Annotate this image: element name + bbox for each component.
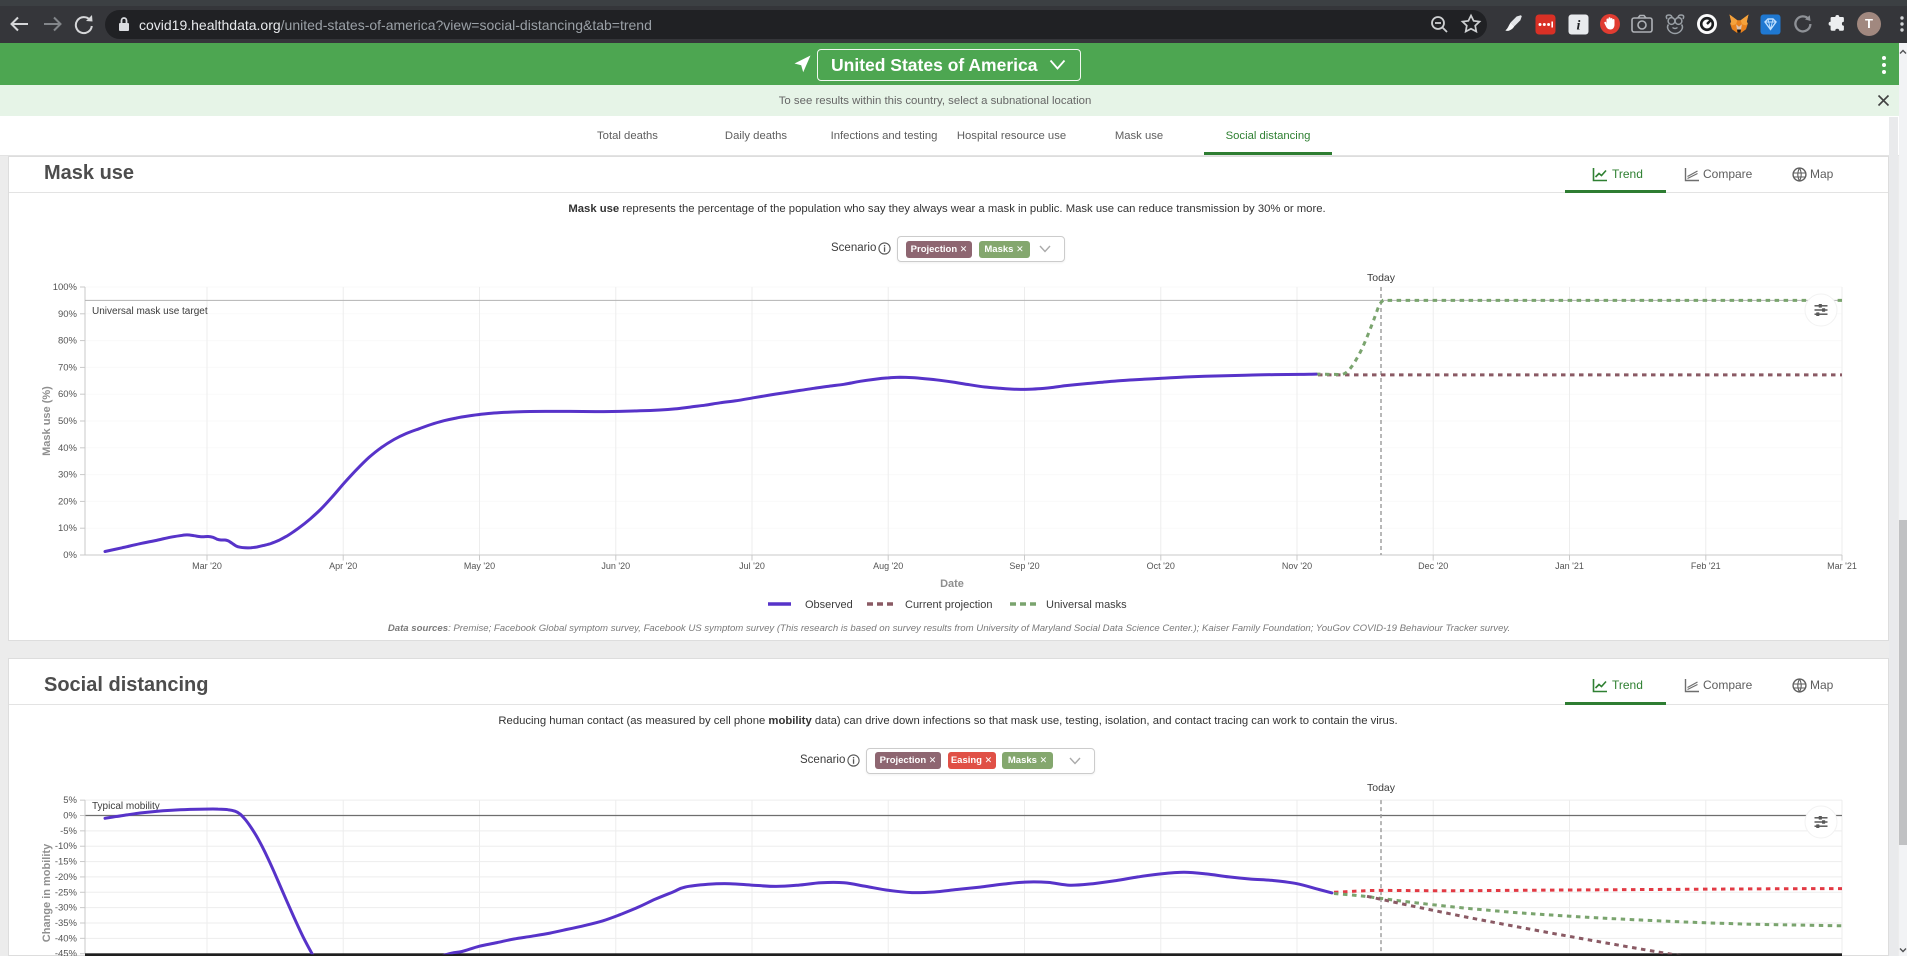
svg-text:Mar '20: Mar '20	[192, 561, 222, 571]
svg-text:Observed: Observed	[805, 599, 853, 611]
svg-text:-30%: -30%	[55, 903, 78, 914]
svg-text:80%: 80%	[58, 336, 78, 347]
svg-text:Universal mask use target: Universal mask use target	[92, 306, 208, 317]
svg-text:Jul '20: Jul '20	[739, 561, 765, 571]
svg-text:Today: Today	[1367, 782, 1396, 794]
svg-text:20%: 20%	[58, 496, 78, 507]
svg-text:Feb '21: Feb '21	[1691, 561, 1721, 571]
svg-text:Mask use (%): Mask use (%)	[41, 386, 53, 456]
svg-text:Apr '20: Apr '20	[329, 561, 357, 571]
svg-text:-35%: -35%	[55, 918, 78, 929]
svg-text:90%: 90%	[58, 309, 78, 320]
svg-text:40%: 40%	[58, 443, 78, 454]
svg-text:10%: 10%	[58, 523, 78, 534]
svg-text:Sep '20: Sep '20	[1009, 561, 1039, 571]
svg-text:Date: Date	[940, 578, 964, 590]
svg-text:i: i	[1577, 19, 1581, 34]
svg-text:-40%: -40%	[55, 933, 78, 944]
svg-text:100%: 100%	[53, 282, 78, 293]
svg-text:-5%: -5%	[60, 826, 77, 837]
svg-text:Change in mobility: Change in mobility	[41, 843, 53, 942]
svg-text:-10%: -10%	[55, 841, 78, 852]
svg-text:Today: Today	[1367, 272, 1396, 284]
svg-text:Current projection: Current projection	[905, 599, 992, 611]
svg-text:0%: 0%	[63, 550, 77, 561]
svg-text:50%: 50%	[58, 416, 78, 427]
svg-text:Oct '20: Oct '20	[1147, 561, 1175, 571]
svg-text:5%: 5%	[63, 795, 77, 806]
svg-text:-20%: -20%	[55, 872, 78, 883]
svg-text:70%: 70%	[58, 362, 78, 373]
svg-text:0%: 0%	[63, 811, 77, 822]
svg-text:Universal masks: Universal masks	[1046, 599, 1127, 611]
svg-text:-45%: -45%	[55, 949, 78, 956]
svg-text:May '20: May '20	[464, 561, 495, 571]
svg-text:Jun '20: Jun '20	[601, 561, 630, 571]
svg-text:Aug '20: Aug '20	[873, 561, 903, 571]
svg-text:Mar '21: Mar '21	[1827, 561, 1857, 571]
svg-text:Nov '20: Nov '20	[1282, 561, 1312, 571]
svg-text:60%: 60%	[58, 389, 78, 400]
svg-text:30%: 30%	[58, 470, 78, 481]
svg-text:Jan '21: Jan '21	[1555, 561, 1584, 571]
svg-text:-15%: -15%	[55, 857, 78, 868]
svg-text:-25%: -25%	[55, 887, 78, 898]
svg-text:Typical mobility: Typical mobility	[92, 801, 160, 812]
svg-text:Dec '20: Dec '20	[1418, 561, 1448, 571]
